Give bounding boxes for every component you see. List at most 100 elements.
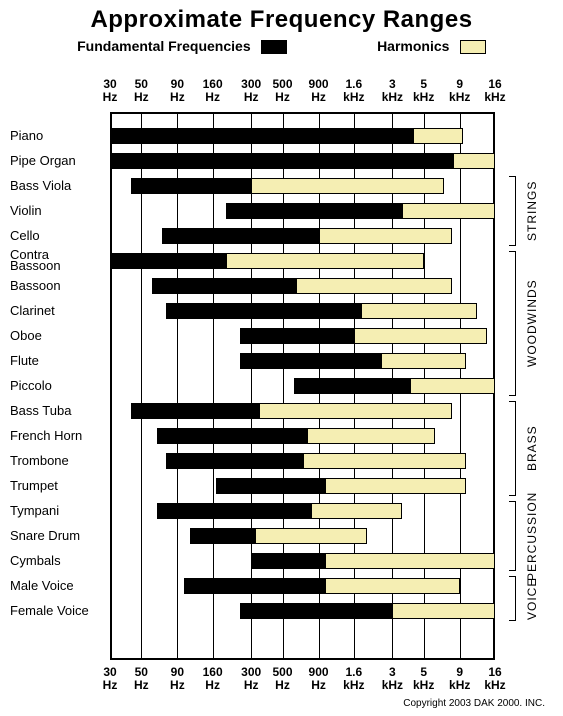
axis-tick: 90Hz [170, 78, 185, 103]
axis-tick: 50Hz [134, 78, 149, 103]
instrument-label: Trumpet [10, 478, 58, 494]
legend: Fundamental Frequencies Harmonics [0, 38, 563, 56]
instrument-row: Trumpet [0, 478, 563, 494]
fundamental-bar [131, 178, 252, 194]
harmonics-bar [354, 328, 487, 344]
group-bracket [509, 251, 516, 396]
instrument-row: Male Voice [0, 578, 563, 594]
instrument-row: Snare Drum [0, 528, 563, 544]
harmonics-bar [226, 253, 423, 269]
harmonics-bar [319, 228, 453, 244]
group-label: VOICE [525, 576, 539, 621]
instrument-row: Cymbals [0, 553, 563, 569]
fundamental-bar [166, 303, 361, 319]
instrument-row: Bass Viola [0, 178, 563, 194]
instrument-label: Female Voice [10, 603, 89, 619]
axis-tick: 50Hz [134, 666, 149, 691]
harmonics-bar [325, 553, 495, 569]
group-label: WOODWINDS [525, 251, 539, 396]
fundamental-bar [226, 203, 401, 219]
harmonics-bar [453, 153, 495, 169]
harmonics-bar [410, 378, 495, 394]
group-bracket [509, 401, 516, 496]
axis-tick: 9kHz [449, 78, 470, 103]
fundamental-bar [240, 603, 392, 619]
instrument-label: Bass Viola [10, 178, 71, 194]
fundamental-bar [152, 278, 295, 294]
instrument-label: Cymbals [10, 553, 61, 569]
instrument-row: Trombone [0, 453, 563, 469]
instrument-row: Cello [0, 228, 563, 244]
axis-tick: 3kHz [382, 78, 403, 103]
instrument-label: Piano [10, 128, 43, 144]
fundamental-bar [240, 328, 354, 344]
instrument-row: Tympani [0, 503, 563, 519]
instrument-row: Oboe [0, 328, 563, 344]
harmonics-bar [311, 503, 401, 519]
harmonics-bar [255, 528, 367, 544]
instrument-row: Violin [0, 203, 563, 219]
fundamental-bar [294, 378, 410, 394]
harmonics-bar [325, 578, 460, 594]
axis-tick: 16kHz [484, 666, 505, 691]
legend-fundamental: Fundamental Frequencies [77, 38, 287, 56]
instrument-label: Violin [10, 203, 42, 219]
instrument-label: Tympani [10, 503, 59, 519]
group-bracket [509, 176, 516, 246]
instrument-row: Bass Tuba [0, 403, 563, 419]
instrument-label: Snare Drum [10, 528, 80, 544]
group-label: STRINGS [525, 176, 539, 246]
axis-tick: 300Hz [241, 666, 261, 691]
instrument-row: Clarinet [0, 303, 563, 319]
instrument-row: ContraBassoon [0, 253, 563, 269]
instrument-label: Pipe Organ [10, 153, 76, 169]
axis-tick: 500Hz [272, 78, 292, 103]
copyright-text: Copyright 2003 DAK 2000. INC. [403, 698, 545, 709]
legend-fundamental-swatch [261, 40, 287, 54]
group-bracket [509, 501, 516, 571]
instrument-label: ContraBassoon [10, 249, 61, 271]
instrument-row: French Horn [0, 428, 563, 444]
axis-tick: 16kHz [484, 78, 505, 103]
fundamental-bar [240, 353, 381, 369]
fundamental-bar [110, 253, 226, 269]
axis-tick: 160Hz [203, 666, 223, 691]
axis-tick: 5kHz [413, 666, 434, 691]
fundamental-bar [131, 403, 259, 419]
fundamental-bar [184, 578, 325, 594]
fundamental-bar [190, 528, 255, 544]
harmonics-bar [307, 428, 434, 444]
instrument-row: Female Voice [0, 603, 563, 619]
legend-fundamental-label: Fundamental Frequencies [77, 38, 250, 54]
axis-tick: 1.6kHz [343, 666, 364, 691]
fundamental-bar [110, 153, 453, 169]
legend-harmonics-swatch [460, 40, 486, 54]
instrument-label: Oboe [10, 328, 42, 344]
instrument-label: Bass Tuba [10, 403, 71, 419]
group-label: BRASS [525, 401, 539, 496]
instrument-label: Cello [10, 228, 40, 244]
axis-tick: 160Hz [203, 78, 223, 103]
harmonics-bar [325, 478, 466, 494]
axis-tick: 90Hz [170, 666, 185, 691]
axis-tick: 9kHz [449, 666, 470, 691]
axis-tick: 3kHz [382, 666, 403, 691]
instrument-label: Flute [10, 353, 39, 369]
harmonics-bar [381, 353, 466, 369]
fundamental-bar [157, 503, 311, 519]
instrument-row: Flute [0, 353, 563, 369]
axis-tick: 5kHz [413, 78, 434, 103]
fundamental-bar [216, 478, 325, 494]
axis-tick: 1.6kHz [343, 78, 364, 103]
fundamental-bar [162, 228, 319, 244]
harmonics-bar [361, 303, 477, 319]
instrument-row: Bassoon [0, 278, 563, 294]
harmonics-bar [413, 128, 463, 144]
harmonics-bar [402, 203, 495, 219]
fundamental-bar [157, 428, 307, 444]
harmonics-bar [251, 178, 444, 194]
instrument-label: Piccolo [10, 378, 52, 394]
instrument-label: Trombone [10, 453, 69, 469]
legend-harmonics: Harmonics [377, 38, 486, 56]
instrument-label: Bassoon [10, 278, 61, 294]
